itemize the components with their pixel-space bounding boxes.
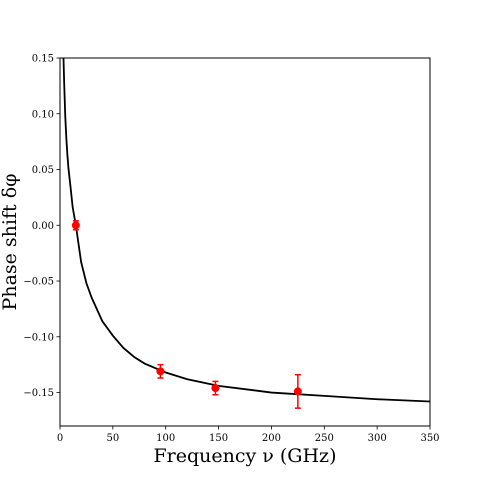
plot-frame: [59, 57, 431, 427]
x-tick-label: 100: [156, 433, 175, 444]
data-point: [156, 367, 165, 376]
x-axis-label: Frequency ν (GHz): [154, 445, 337, 467]
data-point: [293, 387, 302, 396]
y-axis-label: Phase shift δφ: [0, 174, 21, 311]
data-point: [71, 221, 80, 230]
y-tick-label: −0.05: [23, 277, 54, 288]
model-curve-line: [62, 58, 430, 403]
y-tick-label: −0.15: [23, 388, 54, 399]
x-tick-label: 250: [315, 433, 334, 444]
y-tick-label: 0.00: [32, 221, 54, 232]
y-tick-label: 0.05: [32, 165, 54, 176]
plot-background: [60, 58, 430, 426]
x-tick-label: 200: [262, 433, 281, 444]
x-tick-label: 0: [57, 433, 63, 444]
y-axis-ticks: 0.15 0.10 0.05 0.00 −0.05 −0.10 −0.15: [23, 54, 60, 399]
y-tick-label: 0.15: [32, 54, 54, 65]
y-tick-label: −0.10: [23, 332, 54, 343]
x-tick-label: 300: [368, 433, 387, 444]
x-tick-label: 150: [209, 433, 228, 444]
x-axis-ticks: 0 50 100 150 200 250 300 350: [57, 426, 440, 444]
plot-area: [62, 58, 430, 409]
x-tick-label: 50: [106, 433, 119, 444]
data-point: [211, 384, 220, 393]
x-tick-label: 350: [420, 433, 439, 444]
y-tick-label: 0.10: [32, 109, 54, 120]
